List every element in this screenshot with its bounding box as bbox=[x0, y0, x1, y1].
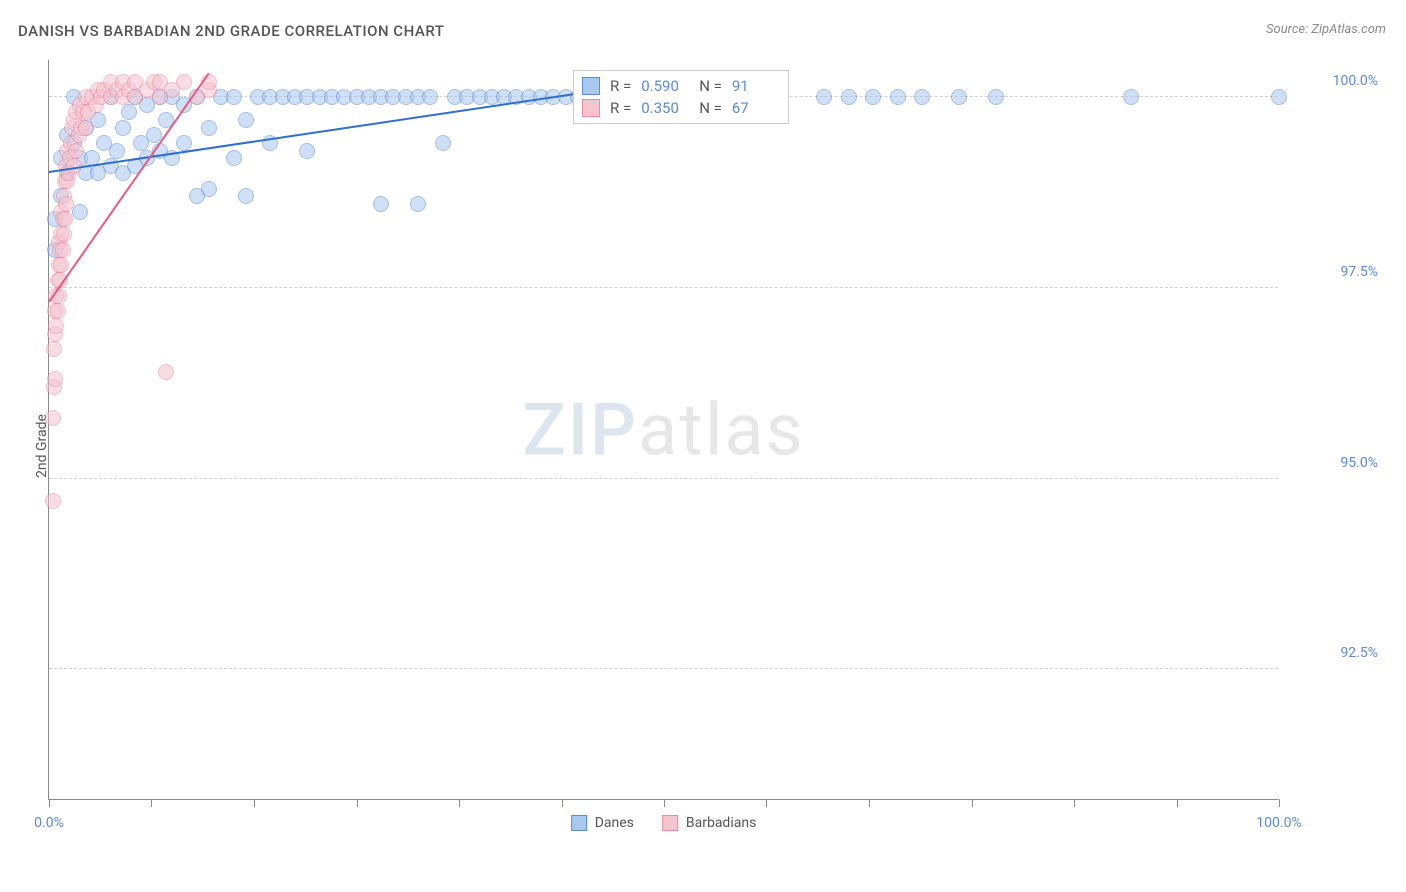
watermark-atlas: atlas bbox=[638, 387, 805, 472]
xtick bbox=[151, 799, 152, 807]
data-point bbox=[78, 120, 94, 136]
xtick-label: 0.0% bbox=[34, 815, 64, 831]
r-value-barbadians: 0.350 bbox=[641, 99, 689, 117]
legend-label-barbadians: Barbadians bbox=[686, 815, 756, 831]
data-point bbox=[72, 204, 88, 220]
data-point bbox=[47, 371, 63, 387]
watermark: ZIPatlas bbox=[522, 387, 804, 472]
source-attribution: Source: ZipAtlas.com bbox=[1266, 22, 1386, 37]
xtick bbox=[1279, 799, 1280, 807]
legend-swatch-danes bbox=[571, 815, 587, 831]
legend-item-danes: Danes bbox=[571, 815, 634, 831]
gridline bbox=[49, 668, 1278, 669]
chart-title: DANISH VS BARBADIAN 2ND GRADE CORRELATIO… bbox=[18, 22, 444, 40]
r-label: R = bbox=[610, 99, 631, 117]
data-point bbox=[56, 226, 72, 242]
n-value-danes: 91 bbox=[732, 77, 780, 95]
data-point bbox=[951, 89, 967, 105]
n-label: N = bbox=[699, 77, 722, 95]
data-point bbox=[45, 493, 61, 509]
data-point bbox=[238, 188, 254, 204]
legend-label-danes: Danes bbox=[595, 815, 634, 831]
ytick-label: 97.5% bbox=[1288, 264, 1378, 280]
data-point bbox=[373, 196, 389, 212]
xtick bbox=[766, 799, 767, 807]
data-point bbox=[55, 242, 71, 258]
gridline bbox=[49, 287, 1278, 288]
data-point bbox=[988, 89, 1004, 105]
n-label: N = bbox=[699, 99, 722, 117]
xtick bbox=[459, 799, 460, 807]
xtick-label: 100.0% bbox=[1256, 815, 1301, 831]
xtick bbox=[664, 799, 665, 807]
xtick bbox=[1074, 799, 1075, 807]
data-point bbox=[1123, 89, 1139, 105]
data-point bbox=[422, 89, 438, 105]
data-point bbox=[816, 89, 832, 105]
stats-row-danes: R = 0.590 N = 91 bbox=[582, 75, 780, 97]
r-value-danes: 0.590 bbox=[641, 77, 689, 95]
data-point bbox=[1271, 89, 1287, 105]
legend-item-barbadians: Barbadians bbox=[662, 815, 756, 831]
xtick bbox=[1177, 799, 1178, 807]
data-point bbox=[226, 89, 242, 105]
data-point bbox=[201, 181, 217, 197]
data-point bbox=[299, 143, 315, 159]
data-point bbox=[158, 364, 174, 380]
series-legend: Danes Barbadians bbox=[571, 815, 757, 831]
data-point bbox=[914, 89, 930, 105]
data-point bbox=[57, 211, 73, 227]
data-point bbox=[201, 120, 217, 136]
data-point bbox=[46, 341, 62, 357]
data-point bbox=[53, 257, 69, 273]
xtick bbox=[49, 799, 50, 807]
data-point bbox=[410, 196, 426, 212]
data-point bbox=[176, 135, 192, 151]
data-point bbox=[841, 89, 857, 105]
data-point bbox=[176, 74, 192, 90]
data-point bbox=[121, 104, 137, 120]
xtick bbox=[869, 799, 870, 807]
stats-row-barbadians: R = 0.350 N = 67 bbox=[582, 97, 780, 119]
r-label: R = bbox=[610, 77, 631, 95]
data-point bbox=[226, 150, 242, 166]
data-point bbox=[68, 143, 84, 159]
xtick bbox=[972, 799, 973, 807]
gridline bbox=[49, 478, 1278, 479]
data-point bbox=[115, 120, 131, 136]
ytick-label: 100.0% bbox=[1288, 73, 1378, 89]
data-point bbox=[50, 303, 66, 319]
legend-swatch-barbadians bbox=[662, 815, 678, 831]
xtick bbox=[254, 799, 255, 807]
data-point bbox=[890, 89, 906, 105]
data-point bbox=[109, 143, 125, 159]
watermark-zip: ZIP bbox=[522, 387, 638, 472]
stats-legend: R = 0.590 N = 91 R = 0.350 N = 67 bbox=[573, 70, 789, 124]
plot-area: ZIPatlas 92.5%95.0%97.5%100.0%0.0%100.0%… bbox=[48, 60, 1278, 800]
data-point bbox=[865, 89, 881, 105]
ytick-label: 95.0% bbox=[1288, 455, 1378, 471]
swatch-danes bbox=[582, 77, 600, 95]
data-point bbox=[45, 410, 61, 426]
data-point bbox=[435, 135, 451, 151]
swatch-barbadians bbox=[582, 99, 600, 117]
data-point bbox=[238, 112, 254, 128]
ytick-label: 92.5% bbox=[1288, 645, 1378, 661]
xtick bbox=[357, 799, 358, 807]
n-value-barbadians: 67 bbox=[732, 99, 780, 117]
data-point bbox=[58, 196, 74, 212]
xtick bbox=[562, 799, 563, 807]
data-point bbox=[48, 318, 64, 334]
